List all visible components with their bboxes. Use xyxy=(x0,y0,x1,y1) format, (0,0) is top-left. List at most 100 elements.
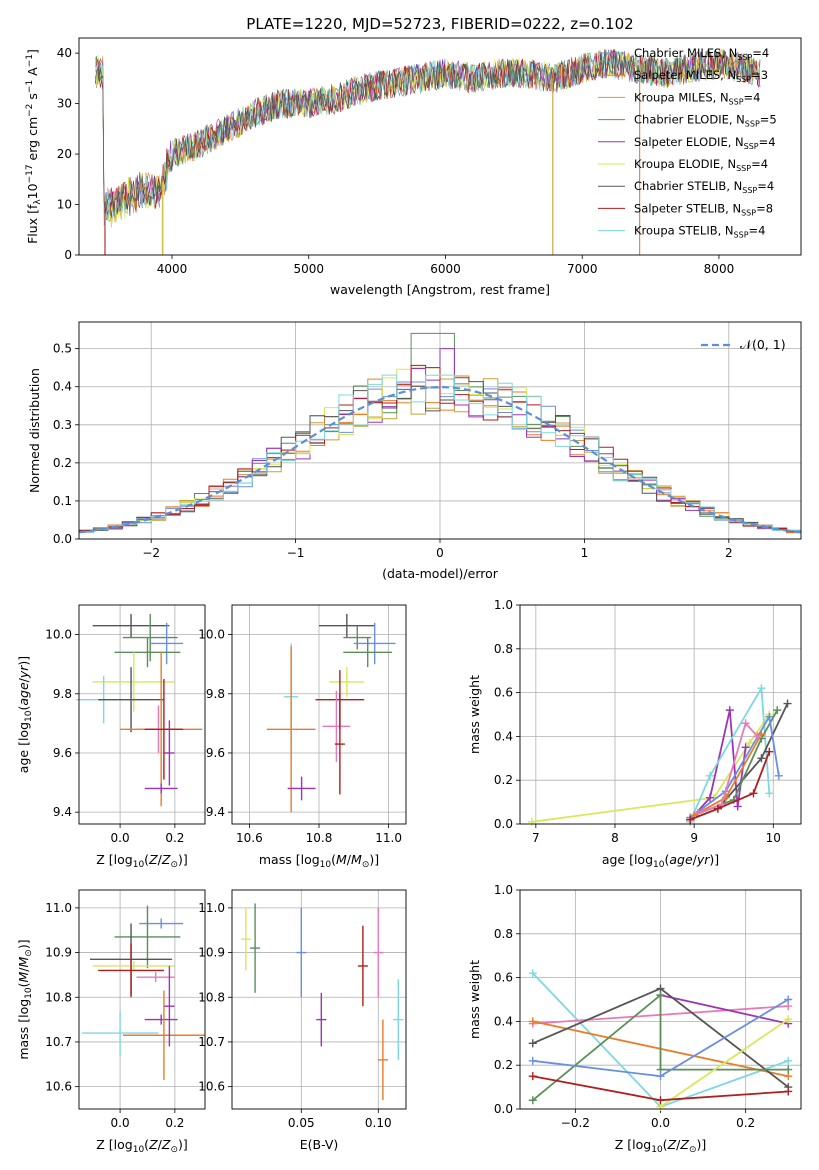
panel-age-vs-Z: 0.0 0.29.49.69.810.0Z [log10(Z/Z⊙)]age [l… xyxy=(16,604,206,870)
x-axis-label-part: 10 xyxy=(133,1145,145,1155)
y-tick-label: 0.6 xyxy=(494,686,513,700)
histogram-series-7 xyxy=(79,364,801,533)
weight-marker xyxy=(733,802,742,811)
y-tick-label: 10 xyxy=(57,198,72,212)
x-tick-label: 7 xyxy=(532,831,540,845)
x-axis-label: Z [log10(Z/Z⊙)] xyxy=(615,1137,707,1155)
legend-label: Salpeter STELIB, NSSP=8 xyxy=(634,201,773,217)
weight-marker xyxy=(528,1056,537,1065)
y-tick-label: 10.6 xyxy=(198,1080,225,1094)
weight-marker xyxy=(686,815,695,824)
y-axis-label-part: λ xyxy=(33,199,43,205)
legend-label-tail: =4 xyxy=(752,46,769,60)
legend-label: Kroupa ELODIE, NSSP=4 xyxy=(634,157,768,173)
y-axis-label: mass weight xyxy=(467,675,482,754)
y-axis-label: mass [log10(M/M⊙)] xyxy=(16,939,34,1059)
panel-spectrum: 4000 5000 6000 7000 8000 0 10 20 30 40 Chabrier MI… xyxy=(25,37,802,297)
y-tick-label: 9.4 xyxy=(53,805,72,819)
y-tick-label: 10.6 xyxy=(45,1080,72,1094)
y-axis-label-part: erg cm xyxy=(25,117,40,165)
legend-label-base: Kroupa ELODIE, N xyxy=(634,157,736,171)
weight-marker xyxy=(705,771,714,780)
x-axis-label: Z [log10(Z/Z⊙)] xyxy=(96,852,188,870)
y-tick-label: 9.8 xyxy=(53,687,72,701)
x-axis-label-part: / xyxy=(158,852,163,867)
x-tick-label: 2 xyxy=(725,546,733,560)
x-axis-label-part: / xyxy=(347,852,352,867)
legend-label-tail: =8 xyxy=(756,201,773,215)
weight-marker xyxy=(745,738,754,747)
y-tick-label: 9.4 xyxy=(206,805,225,819)
weight-marker xyxy=(656,1072,665,1081)
x-tick-label: 0.10 xyxy=(365,1116,392,1130)
x-tick-label: 5000 xyxy=(293,262,324,276)
x-tick-label: 10.6 xyxy=(236,831,263,845)
y-tick-label: 10.9 xyxy=(198,946,225,960)
y-tick-label: 0.3 xyxy=(53,418,72,432)
weight-marker xyxy=(656,1096,665,1105)
x-axis-label-part: ( xyxy=(664,852,669,867)
weight-marker xyxy=(765,747,774,756)
y-tick-label: 0.0 xyxy=(494,817,513,831)
x-axis-label-part: )] xyxy=(178,852,188,867)
y-axis-label-part: / xyxy=(16,677,31,682)
y-axis-label: Flux [fλ10−17 erg cm−2 s−1 A−1] xyxy=(25,49,43,244)
weight-marker xyxy=(527,817,536,826)
y-axis-label: mass weight xyxy=(467,960,482,1039)
x-axis-label-part: Z [ xyxy=(615,1137,632,1152)
panel-mass-vs-ebv: 0.05 0.10 10.6 10.7 10.8 10.9 11.0 xyxy=(198,889,407,1130)
weight-marker xyxy=(528,1017,537,1026)
weight-marker xyxy=(783,699,792,708)
x-axis-label-part: ⊙ xyxy=(170,1145,178,1155)
weight-marker xyxy=(784,1015,793,1024)
weight-series-5 xyxy=(532,993,789,1101)
x-axis-label-part: Z xyxy=(148,1137,158,1152)
weight-series-2 xyxy=(689,685,771,823)
legend-label-sub: SSP xyxy=(736,75,751,84)
y-tick-label: 0.4 xyxy=(494,1014,513,1028)
x-tick-label: 8000 xyxy=(704,262,735,276)
y-axis-label-part: Flux [f xyxy=(25,204,40,244)
y-axis-label-part: s xyxy=(25,93,40,104)
legend-label: Salpeter MILES, NSSP=3 xyxy=(634,68,768,84)
x-tick-label: 4000 xyxy=(157,262,188,276)
axes-frame xyxy=(231,604,407,825)
x-tick-label: 0.05 xyxy=(288,1116,315,1130)
panel-mass-vs-Z: 0.0 0.210.610.710.810.911.0Z [log10(Z/Z⊙)… xyxy=(16,889,206,1155)
y-axis-label-part: M xyxy=(16,972,31,983)
legend-label-base: Kroupa STELIB, N xyxy=(634,224,734,238)
x-axis-label-part: 10 xyxy=(651,1145,663,1155)
y-tick-label: 0.2 xyxy=(53,456,72,470)
y-axis-label-part: M xyxy=(16,956,31,967)
legend-label-base: Salpeter MILES, N xyxy=(634,68,736,82)
x-tick-label: 0.0 xyxy=(111,1116,130,1130)
x-axis-label-part: ⊙ xyxy=(689,1145,697,1155)
y-tick-label: 0.1 xyxy=(53,494,72,508)
x-tick-label: 6000 xyxy=(430,262,461,276)
x-tick-label: 1 xyxy=(581,546,589,560)
x-tick-label: 10.8 xyxy=(306,831,333,845)
y-tick-label: 9.8 xyxy=(206,687,225,701)
histogram-series-6 xyxy=(79,377,801,531)
legend-label: Chabrier MILES, NSSP=4 xyxy=(634,46,769,62)
x-axis-label-part: / xyxy=(693,852,698,867)
legend-label-base: Chabrier MILES, N xyxy=(634,46,737,60)
y-tick-label: 0.8 xyxy=(494,927,513,941)
weight-marker xyxy=(528,969,537,978)
x-tick-label: 0.2 xyxy=(736,1116,755,1130)
y-axis-label-part: ] xyxy=(25,49,40,54)
histogram-series-8 xyxy=(79,374,801,533)
weight-marker xyxy=(656,991,665,1000)
x-axis-label: mass [log10(M/M⊙)] xyxy=(259,852,379,870)
x-tick-label: 11.0 xyxy=(375,831,402,845)
y-tick-label: 9.6 xyxy=(206,746,225,760)
axes-frame xyxy=(78,604,206,825)
legend-label-sub: SSP xyxy=(744,142,759,151)
y-tick-label: 40 xyxy=(57,46,72,60)
legend-label-tail: =4 xyxy=(751,157,768,171)
legend-label: Kroupa STELIB, NSSP=4 xyxy=(634,224,765,240)
x-axis-label-part: age xyxy=(669,852,693,867)
weight-marker xyxy=(784,1065,793,1074)
